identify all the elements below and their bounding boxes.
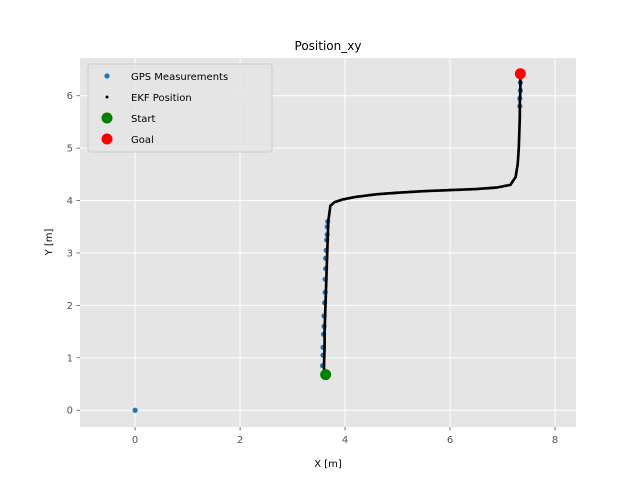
y-axis-label: Y [m]: [44, 228, 55, 256]
legend-marker-goal: [101, 133, 113, 145]
series-layer: [132, 68, 526, 413]
legend-label-start: Start: [131, 114, 156, 125]
y-tick-label: 2: [67, 301, 73, 312]
y-tick-label: 4: [67, 196, 73, 207]
x-tick-label: 8: [552, 435, 558, 446]
goal-point: [514, 68, 526, 80]
gps-point: [132, 407, 138, 413]
y-tick-label: 6: [67, 91, 73, 102]
legend-marker-ekf: [105, 95, 109, 99]
y-tick-label: 5: [67, 144, 73, 155]
x-tick-label: 4: [342, 435, 348, 446]
y-ticks: 0 1 2 3 4 5 6: [67, 91, 80, 417]
legend-label-gps: GPS Measurements: [131, 72, 228, 83]
x-tick-label: 6: [447, 435, 453, 446]
ekf-point-group: [322, 78, 522, 375]
start-point: [320, 369, 332, 381]
x-tick-label: 0: [132, 435, 138, 446]
x-ticks: 0 2 4 6 8: [132, 427, 558, 446]
y-tick-label: 1: [67, 353, 73, 364]
y-tick-label: 3: [67, 248, 73, 259]
y-tick-label: 0: [67, 406, 73, 417]
legend-label-ekf: EKF Position: [131, 93, 192, 104]
legend: GPS Measurements EKF Position Start Goal: [87, 63, 273, 153]
legend-label-goal: Goal: [131, 135, 154, 146]
x-axis-label: X [m]: [314, 459, 342, 470]
ekf-point: [518, 78, 522, 82]
grid: [80, 58, 576, 427]
legend-box: [87, 63, 273, 153]
goal-point-group: [514, 68, 526, 80]
legend-marker-start: [101, 112, 113, 124]
legend-marker-gps: [104, 73, 110, 79]
chart-title: Position_xy: [295, 39, 362, 53]
x-tick-label: 2: [237, 435, 243, 446]
start-point-group: [320, 369, 332, 381]
